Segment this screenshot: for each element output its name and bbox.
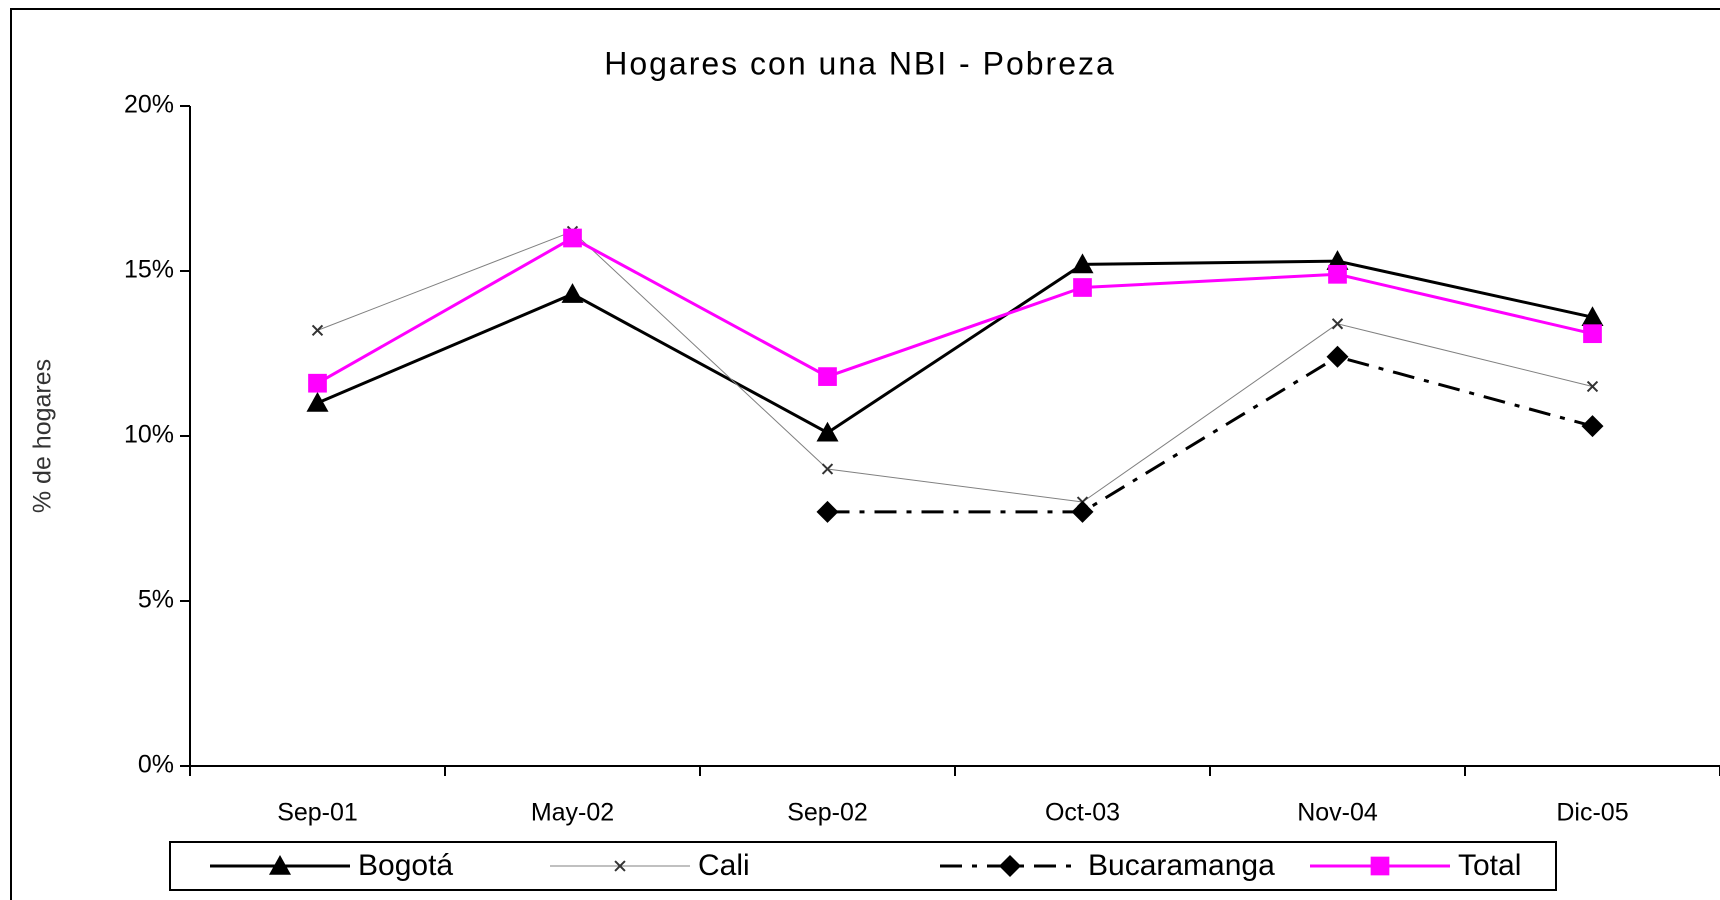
marker [614, 860, 626, 872]
marker [816, 421, 839, 442]
marker [1581, 306, 1604, 326]
y-tick-label: 0% [138, 751, 174, 779]
marker [999, 855, 1021, 877]
y-tick-label: 15% [124, 256, 174, 284]
marker [821, 463, 834, 475]
x-tick-label: May-02 [531, 799, 614, 827]
marker [1071, 500, 1094, 523]
marker [1326, 345, 1349, 368]
marker [1586, 380, 1599, 393]
marker [1331, 318, 1344, 330]
chart-frame [10, 8, 1720, 900]
marker [1328, 264, 1347, 284]
series-line [827, 355, 1593, 514]
legend-label: Bogotá [358, 849, 453, 882]
legend-label: Total [1458, 849, 1521, 882]
y-tick-label: 10% [124, 421, 174, 449]
marker [306, 392, 329, 412]
x-tick-label: Dic-05 [1556, 799, 1628, 827]
series-line [317, 230, 1593, 503]
chart-title: Hogares con una NBI - Pobreza [604, 45, 1116, 81]
marker [311, 324, 324, 337]
marker [561, 283, 584, 303]
x-tick-label: Oct-03 [1045, 799, 1120, 827]
legend-label: Cali [698, 849, 750, 882]
marker [308, 373, 327, 393]
marker [1581, 415, 1604, 438]
marker [563, 228, 582, 248]
x-tick-label: Sep-02 [787, 799, 868, 827]
y-axis-label: % de hogares [29, 359, 57, 513]
y-tick-label: 20% [124, 91, 174, 119]
series-line [316, 236, 1593, 385]
legend-label: Bucaramanga [1088, 849, 1275, 882]
x-tick-label: Sep-01 [277, 799, 358, 827]
marker [818, 367, 837, 386]
marker [1370, 856, 1390, 876]
marker [1073, 278, 1092, 297]
series-line [316, 259, 1593, 435]
marker [1071, 253, 1094, 274]
marker [1583, 324, 1602, 344]
marker [269, 855, 291, 875]
marker [816, 500, 839, 523]
x-tick-label: Nov-04 [1297, 799, 1378, 827]
y-tick-label: 5% [138, 586, 174, 614]
